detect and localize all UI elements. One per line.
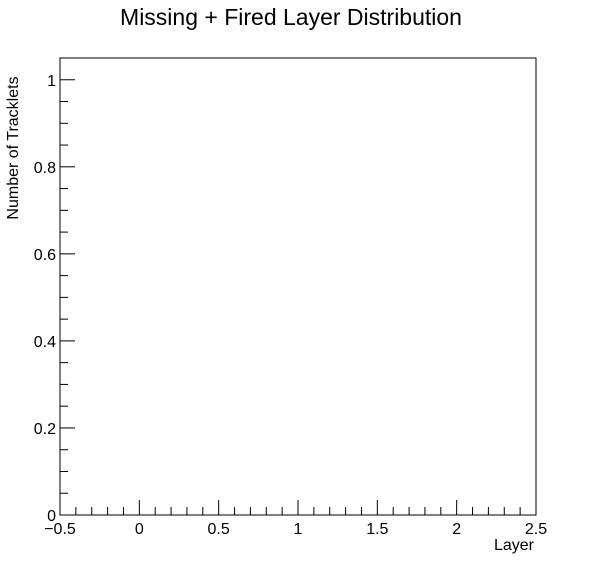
y-tick-label: 0.8 [34, 160, 56, 177]
x-tick-label: 2.5 [525, 521, 547, 538]
x-tick-label: 0.5 [208, 521, 230, 538]
x-axis: −0.5 0 0.5 1 1.5 2 2.5 [44, 500, 547, 538]
y-tick-label: 0.6 [34, 247, 56, 264]
plot-frame [59, 57, 537, 516]
y-tick-label: 0.4 [34, 334, 56, 351]
x-tick-label: 0 [135, 521, 144, 538]
x-tick-label: 2 [452, 521, 461, 538]
x-tick-label: 1.5 [366, 521, 388, 538]
x-tick-label: 1 [294, 521, 303, 538]
x-axis-title: Layer [493, 537, 534, 554]
chart-title: Missing + Fired Layer Distribution [120, 4, 462, 30]
y-tick-label: 0 [47, 508, 56, 525]
y-tick-label: 1 [47, 73, 56, 90]
y-axis: 0 0.2 0.4 0.6 0.8 1 [34, 73, 75, 525]
y-axis-title: Number of Tracklets [5, 76, 22, 220]
y-tick-label: 0.2 [34, 421, 56, 438]
x-tick-label: −0.5 [44, 521, 76, 538]
